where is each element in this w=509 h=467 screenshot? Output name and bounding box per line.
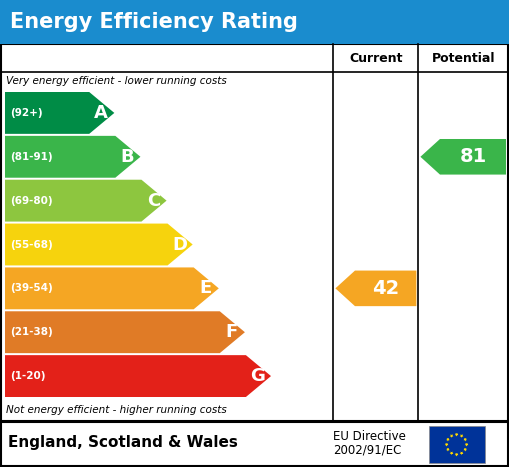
Polygon shape [445, 443, 448, 446]
Text: 42: 42 [372, 279, 399, 298]
Polygon shape [5, 92, 115, 134]
Text: EU Directive: EU Directive [333, 431, 406, 444]
Bar [1, 44, 508, 421]
Text: Not energy efficient - higher running costs: Not energy efficient - higher running co… [6, 405, 227, 415]
Polygon shape [463, 448, 467, 452]
Text: E: E [200, 279, 212, 297]
Polygon shape [5, 268, 219, 309]
Text: 81: 81 [459, 147, 487, 166]
Polygon shape [335, 270, 416, 306]
Polygon shape [420, 139, 506, 175]
Polygon shape [460, 452, 464, 455]
Polygon shape [465, 443, 468, 446]
Polygon shape [5, 311, 245, 353]
Text: (21-38): (21-38) [10, 327, 53, 337]
Text: B: B [121, 148, 134, 166]
Polygon shape [5, 136, 140, 178]
Text: 2002/91/EC: 2002/91/EC [333, 444, 402, 457]
Polygon shape [460, 434, 464, 438]
Polygon shape [463, 438, 467, 441]
Text: Very energy efficient - lower running costs: Very energy efficient - lower running co… [6, 76, 227, 86]
Polygon shape [446, 448, 450, 452]
Text: Potential: Potential [432, 51, 495, 64]
Bar [1, 422, 508, 466]
Text: Current: Current [349, 51, 403, 64]
Text: G: G [250, 367, 265, 385]
Text: (69-80): (69-80) [10, 196, 52, 205]
Text: Energy Efficiency Rating: Energy Efficiency Rating [10, 12, 298, 32]
Text: F: F [225, 323, 238, 341]
Polygon shape [449, 434, 454, 438]
Text: A: A [94, 104, 108, 122]
Bar [0, 0, 509, 44]
Polygon shape [5, 355, 271, 397]
Text: England, Scotland & Wales: England, Scotland & Wales [8, 436, 238, 451]
Polygon shape [446, 438, 450, 441]
Polygon shape [449, 452, 454, 455]
Text: (81-91): (81-91) [10, 152, 52, 162]
Text: (1-20): (1-20) [10, 371, 45, 381]
Polygon shape [455, 453, 459, 457]
Text: (39-54): (39-54) [10, 283, 53, 293]
Polygon shape [455, 433, 459, 437]
Polygon shape [5, 180, 166, 221]
Bar [429, 426, 485, 463]
Text: C: C [147, 191, 160, 210]
Text: (55-68): (55-68) [10, 240, 53, 249]
Text: D: D [172, 235, 187, 254]
Text: (92+): (92+) [10, 108, 43, 118]
Polygon shape [5, 224, 193, 265]
